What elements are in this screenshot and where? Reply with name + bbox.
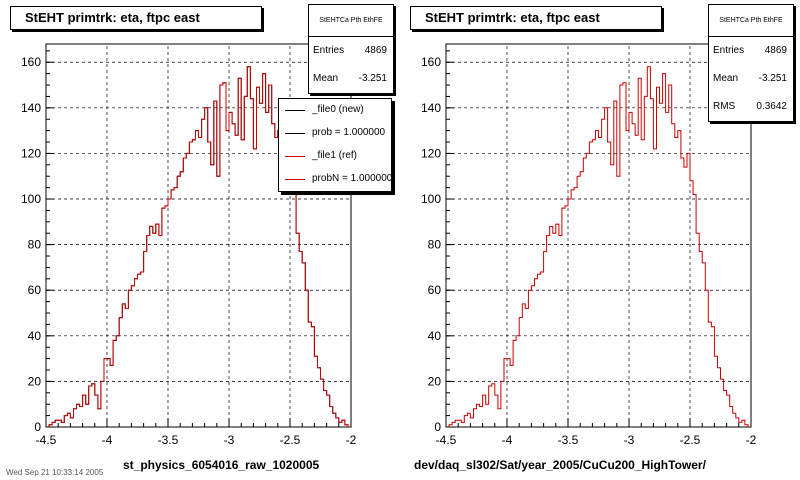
right-y-tick-label: 120 xyxy=(421,146,441,160)
right-y-tick-label: 40 xyxy=(428,329,442,343)
footer-timestamp: Wed Sep 21 10:33:14 2005 xyxy=(6,468,104,477)
right-stats-header: StEHTCa Pth EthFE xyxy=(709,5,793,37)
right-y-tick-label: 80 xyxy=(428,238,442,252)
left-stats-box: StEHTCa Pth EthFE Entries 4869 Mean -3.2… xyxy=(308,4,394,94)
right-chart-title: StEHT primtrk: eta, ftpc east xyxy=(410,6,662,30)
left-x-tick-label: -2 xyxy=(346,433,357,447)
left-y-tick-label: 100 xyxy=(21,192,41,206)
left-y-tick-label: 60 xyxy=(28,283,42,297)
right-y-tick-label: 100 xyxy=(421,192,441,206)
left-histogram--file1-ref- xyxy=(48,66,349,427)
right-y-tick-label: 160 xyxy=(421,55,441,69)
right-x-tick-label: -4 xyxy=(502,433,513,447)
right-stats-mean-row: Mean -3.251 xyxy=(713,73,787,84)
legend-entry-file0: _file0 (new) xyxy=(279,99,391,122)
legend-entry-file1: _file1 (ref) xyxy=(279,145,391,168)
left-y-tick-label: 0 xyxy=(34,420,41,434)
left-x-tick-label: -4 xyxy=(102,433,113,447)
left-y-tick-label: 120 xyxy=(21,146,41,160)
left-y-tick-label: 40 xyxy=(28,329,42,343)
right-stats-box: StEHTCa Pth EthFE Entries 4869 Mean -3.2… xyxy=(708,4,794,122)
right-x-axis-label: dev/daq_sl302/Sat/year_2005/CuCu200_High… xyxy=(414,458,706,472)
left-y-tick-label: 80 xyxy=(28,238,42,252)
right-x-tick-label: -2 xyxy=(746,433,757,447)
right-x-tick-label: -3 xyxy=(624,433,635,447)
left-y-tick-label: 160 xyxy=(21,55,41,69)
left-x-tick-label: -4.5 xyxy=(36,433,57,447)
right-y-tick-label: 20 xyxy=(428,374,442,388)
right-plot-frame xyxy=(445,43,752,428)
left-legend: _file0 (new) prob = 1.000000 _file1 (ref… xyxy=(278,98,392,192)
legend-entry-prob: prob = 1.000000 xyxy=(279,122,391,145)
left-stats-entries-row: Entries 4869 xyxy=(313,45,387,56)
right-y-tick-label: 0 xyxy=(434,420,441,434)
left-x-tick-label: -3.5 xyxy=(158,433,179,447)
right-x-tick-label: -2.5 xyxy=(680,433,701,447)
right-x-tick-label: -4.5 xyxy=(436,433,457,447)
left-x-tick-label: -2.5 xyxy=(280,433,301,447)
left-y-tick-label: 140 xyxy=(21,101,41,115)
left-stats-mean-row: Mean -3.251 xyxy=(313,73,387,84)
left-x-axis-label: st_physics_6054016_raw_1020005 xyxy=(123,458,320,472)
right-y-tick-label: 140 xyxy=(421,101,441,115)
legend-entry-probn: probN = 1.000000 xyxy=(279,168,391,191)
left-stats-header: StEHTCa Pth EthFE xyxy=(309,5,393,37)
left-chart-title: StEHT primtrk: eta, ftpc east xyxy=(10,6,262,30)
right-y-tick-label: 60 xyxy=(428,283,442,297)
right-x-tick-label: -3.5 xyxy=(558,433,579,447)
left-y-tick-label: 20 xyxy=(28,374,42,388)
right-stats-rms-row: RMS 0.3642 xyxy=(713,101,787,112)
right-stats-entries-row: Entries 4869 xyxy=(713,45,787,56)
right-histogram-series xyxy=(448,66,749,427)
left-x-tick-label: -3 xyxy=(224,433,235,447)
